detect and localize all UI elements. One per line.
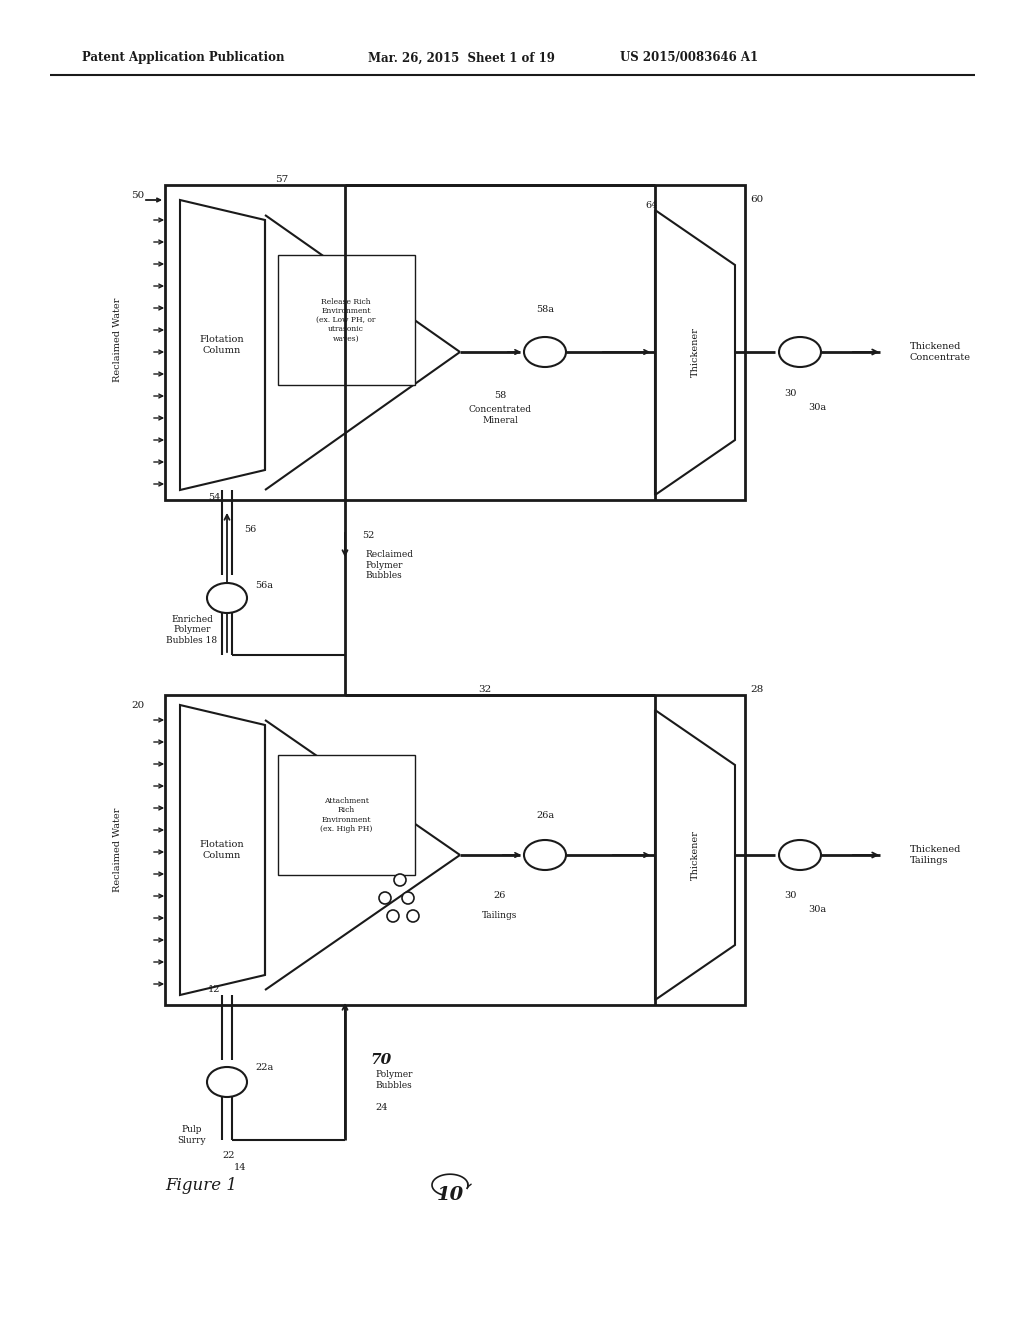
Polygon shape <box>655 710 735 1001</box>
Text: 12: 12 <box>208 986 220 994</box>
Text: 56: 56 <box>244 525 256 535</box>
Text: Flotation
Column: Flotation Column <box>200 335 245 355</box>
Text: 28: 28 <box>750 685 763 694</box>
Text: Patent Application Publication: Patent Application Publication <box>82 51 285 65</box>
Text: 32: 32 <box>478 685 492 694</box>
Text: Valve: Valve <box>790 348 810 356</box>
Ellipse shape <box>207 1067 247 1097</box>
Text: Reclaimed Water: Reclaimed Water <box>114 808 123 892</box>
Circle shape <box>407 909 419 921</box>
Ellipse shape <box>779 337 821 367</box>
Text: 22: 22 <box>222 1151 234 1159</box>
Text: Pulp
Slurry: Pulp Slurry <box>178 1125 206 1144</box>
Circle shape <box>402 892 414 904</box>
Text: 26: 26 <box>494 891 506 899</box>
Text: Thickener: Thickener <box>690 830 699 880</box>
Text: 58: 58 <box>494 391 506 400</box>
Text: 60: 60 <box>750 195 763 205</box>
Text: Flotation
Column: Flotation Column <box>200 841 245 859</box>
Text: Thickener: Thickener <box>690 327 699 378</box>
Text: Reclaimed
Polymer
Bubbles: Reclaimed Polymer Bubbles <box>365 550 413 579</box>
Circle shape <box>387 909 399 921</box>
Text: 50: 50 <box>131 190 144 199</box>
Text: 22a: 22a <box>255 1064 273 1072</box>
Text: 70: 70 <box>370 1053 391 1067</box>
Text: Valve: Valve <box>217 1078 238 1086</box>
Text: US 2015/0083646 A1: US 2015/0083646 A1 <box>620 51 758 65</box>
Text: 56a: 56a <box>255 581 273 590</box>
Ellipse shape <box>524 337 566 367</box>
Text: Thickened
Concentrate: Thickened Concentrate <box>910 342 971 362</box>
Text: Enriched
Polymer
Bubbles 18: Enriched Polymer Bubbles 18 <box>167 615 217 645</box>
Text: 24: 24 <box>375 1104 387 1113</box>
Text: 14: 14 <box>234 1163 247 1172</box>
Text: 30: 30 <box>783 388 797 397</box>
Ellipse shape <box>524 840 566 870</box>
Ellipse shape <box>779 840 821 870</box>
Circle shape <box>379 892 391 904</box>
Bar <box>278 755 415 875</box>
Bar <box>165 185 745 500</box>
Polygon shape <box>655 210 735 495</box>
Text: Mar. 26, 2015  Sheet 1 of 19: Mar. 26, 2015 Sheet 1 of 19 <box>368 51 555 65</box>
Text: Release Rich
Environment
(ex. Low PH, or
utrasonic
waves): Release Rich Environment (ex. Low PH, or… <box>316 297 376 342</box>
Text: Polymer
Bubbles: Polymer Bubbles <box>375 1071 413 1090</box>
Text: 20: 20 <box>131 701 144 710</box>
Text: Valve: Valve <box>790 851 810 859</box>
Text: Valve: Valve <box>535 851 555 859</box>
Text: 26a: 26a <box>536 810 554 820</box>
Text: Thickened
Tailings: Thickened Tailings <box>910 845 962 865</box>
Text: 58a: 58a <box>536 305 554 314</box>
Polygon shape <box>180 201 265 490</box>
Text: 30: 30 <box>783 891 797 899</box>
Text: Figure 1: Figure 1 <box>165 1176 237 1193</box>
Text: Reclaimed Water: Reclaimed Water <box>114 298 123 383</box>
Text: 64: 64 <box>645 201 657 210</box>
Text: 52: 52 <box>362 531 375 540</box>
Circle shape <box>394 874 406 886</box>
Text: Concentrated
Mineral: Concentrated Mineral <box>469 405 531 425</box>
Text: 30a: 30a <box>808 404 826 412</box>
Text: Tailings: Tailings <box>482 911 518 920</box>
Ellipse shape <box>207 583 247 612</box>
Text: 30a: 30a <box>808 906 826 915</box>
Text: 10: 10 <box>436 1185 464 1204</box>
Polygon shape <box>180 705 265 995</box>
Text: 57: 57 <box>275 176 288 185</box>
Bar <box>278 255 415 385</box>
Text: Attachment
Rich
Environment
(ex. High PH): Attachment Rich Environment (ex. High PH… <box>319 797 372 833</box>
Text: 54: 54 <box>208 494 220 503</box>
Bar <box>165 696 745 1005</box>
Text: Valve: Valve <box>535 348 555 356</box>
Text: Valve: Valve <box>217 594 238 602</box>
